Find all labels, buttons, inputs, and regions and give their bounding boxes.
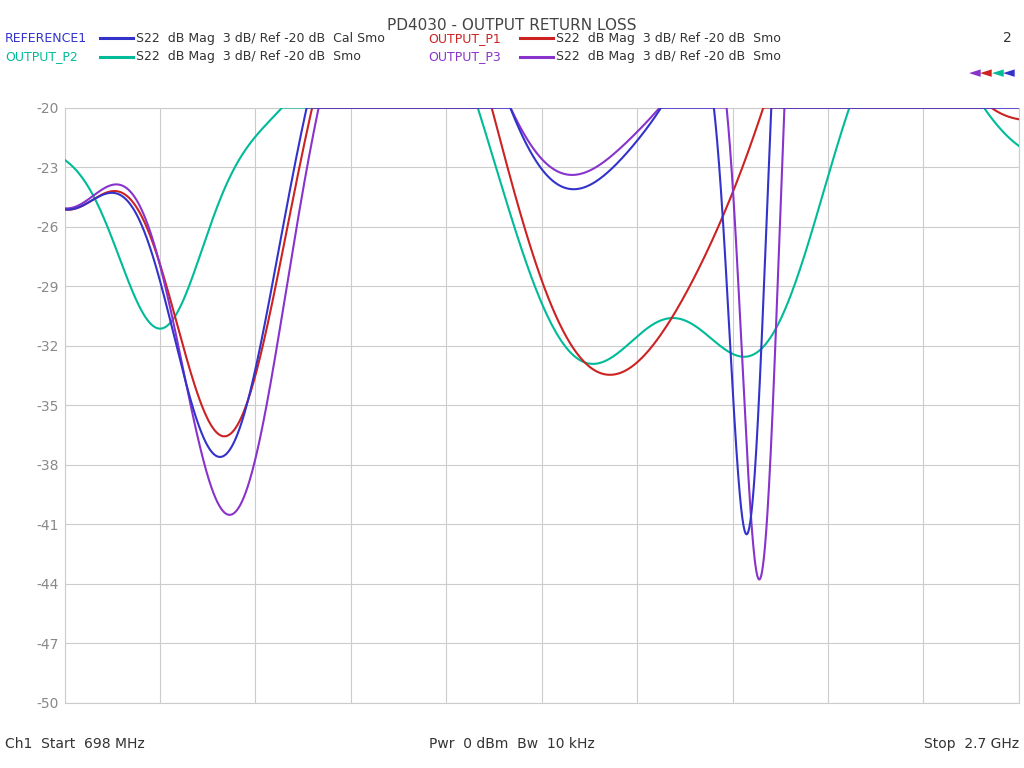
Text: ◄: ◄ xyxy=(1002,65,1015,81)
Text: ◄: ◄ xyxy=(980,65,992,81)
Text: Pwr  0 dBm  Bw  10 kHz: Pwr 0 dBm Bw 10 kHz xyxy=(429,737,595,751)
Text: S22  dB Mag  3 dB/ Ref -20 dB  Smo: S22 dB Mag 3 dB/ Ref -20 dB Smo xyxy=(556,32,781,45)
Text: OUTPUT_P2: OUTPUT_P2 xyxy=(5,51,78,63)
Text: PD4030 - OUTPUT RETURN LOSS: PD4030 - OUTPUT RETURN LOSS xyxy=(387,18,637,33)
Text: REFERENCE1: REFERENCE1 xyxy=(5,32,87,45)
Text: Stop  2.7 GHz: Stop 2.7 GHz xyxy=(924,737,1019,751)
Text: ◄: ◄ xyxy=(991,65,1004,81)
Text: S22  dB Mag  3 dB/ Ref -20 dB  Smo: S22 dB Mag 3 dB/ Ref -20 dB Smo xyxy=(136,51,361,63)
Text: S22  dB Mag  3 dB/ Ref -20 dB  Cal Smo: S22 dB Mag 3 dB/ Ref -20 dB Cal Smo xyxy=(136,32,385,45)
Text: OUTPUT_P1: OUTPUT_P1 xyxy=(428,32,501,45)
Text: OUTPUT_P3: OUTPUT_P3 xyxy=(428,51,501,63)
Text: 2: 2 xyxy=(1002,31,1012,45)
Text: Ch1  Start  698 MHz: Ch1 Start 698 MHz xyxy=(5,737,144,751)
Text: S22  dB Mag  3 dB/ Ref -20 dB  Smo: S22 dB Mag 3 dB/ Ref -20 dB Smo xyxy=(556,51,781,63)
Text: ◄: ◄ xyxy=(969,65,981,81)
